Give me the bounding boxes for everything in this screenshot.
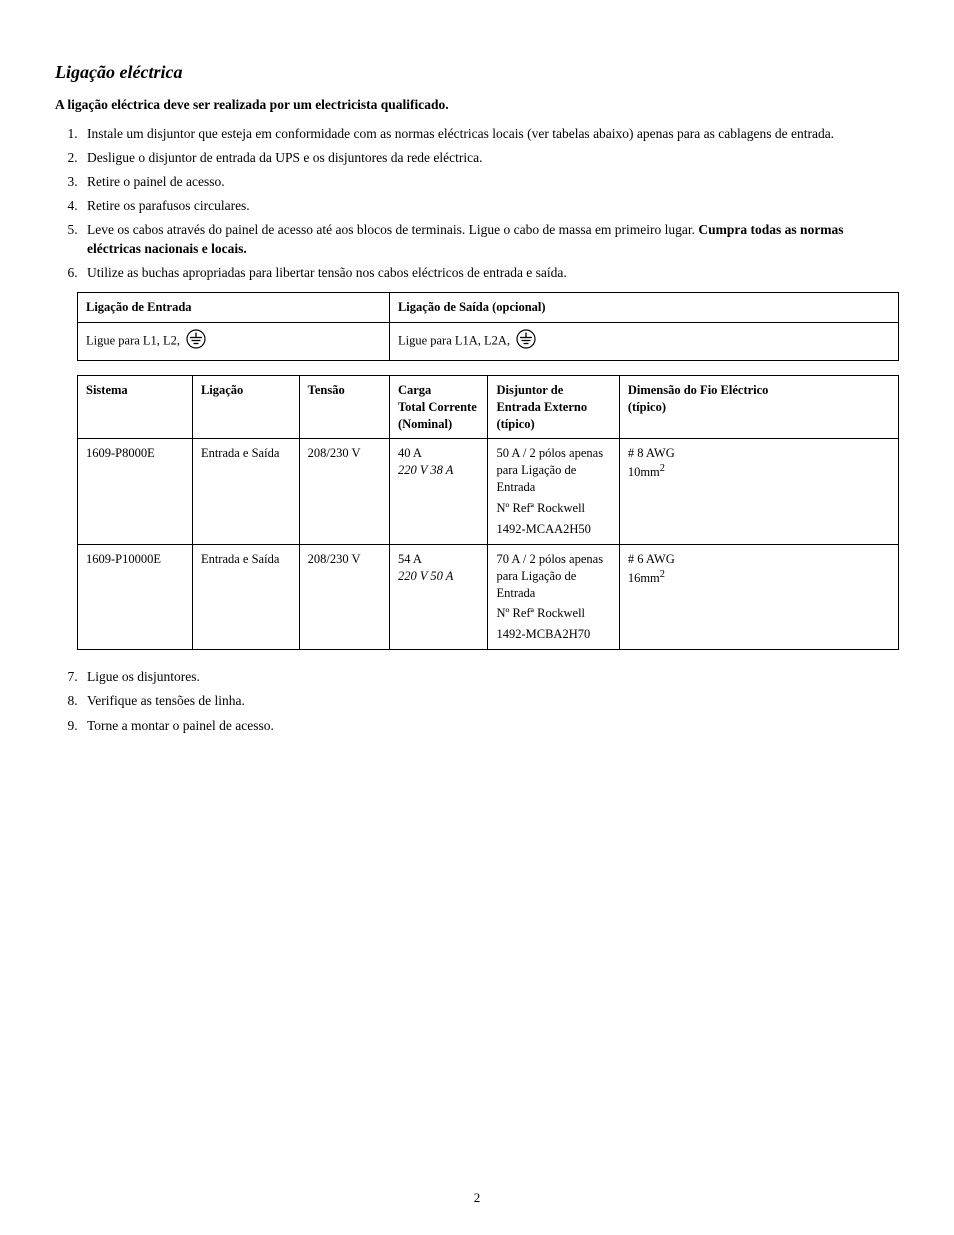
step-item: Torne a montar o painel de acesso. [81, 717, 899, 735]
table-row: 1609-P8000E Entrada e Saída 208/230 V 40… [78, 439, 899, 544]
conn-header-output: Ligação de Saída (opcional) [389, 293, 898, 323]
carga-l3: (Nominal) [398, 416, 480, 433]
cell-disj: 50 A / 2 pólos apenas para Ligação de En… [488, 439, 619, 544]
section-title: Ligação eléctrica [55, 60, 899, 84]
cell-fio: # 8 AWG 10mm2 [619, 439, 898, 544]
step-item: Utilize as buchas apropriadas para liber… [81, 264, 899, 282]
disj-b: Nº Refª Rockwell [496, 500, 610, 517]
connection-table: Ligação de Entrada Ligação de Saída (opc… [77, 292, 899, 361]
cell-carga: 54 A 220 V 50 A [389, 544, 488, 649]
disj-l1: Disjuntor de [496, 382, 610, 399]
step-item: Leve os cabos através do painel de acess… [81, 221, 899, 257]
disj-a: 70 A / 2 pólos apenas para Ligação de En… [496, 551, 610, 602]
spec-h-carga: Carga Total Corrente (Nominal) [389, 375, 488, 439]
fio-l2: (típico) [628, 399, 890, 416]
disj-b: Nº Refª Rockwell [496, 605, 610, 622]
step-item: Retire o painel de acesso. [81, 173, 899, 191]
step-item: Ligue os disjuntores. [81, 668, 899, 686]
fio-a: # 8 AWG [628, 445, 890, 462]
fio-sup: 2 [660, 463, 665, 474]
step-item: Instale um disjuntor que esteja em confo… [81, 125, 899, 143]
fio-sup: 2 [660, 569, 665, 580]
step-item: Verifique as tensões de linha. [81, 692, 899, 710]
cell-carga: 40 A 220 V 38 A [389, 439, 488, 544]
carga-l2: Total Corrente [398, 399, 480, 416]
cell-tensao: 208/230 V [299, 544, 389, 649]
spec-table: Sistema Ligação Tensão Carga Total Corre… [77, 375, 899, 650]
fio-b: 16mm [628, 571, 660, 585]
steps-list-top: Instale um disjuntor que esteja em confo… [55, 125, 899, 283]
page-number: 2 [0, 1189, 954, 1207]
spec-h-ligacao: Ligação [192, 375, 299, 439]
disj-l2: Entrada Externo [496, 399, 610, 416]
step-item: Retire os parafusos circulares. [81, 197, 899, 215]
ground-icon [185, 329, 207, 354]
cell-disj: 70 A / 2 pólos apenas para Ligação de En… [488, 544, 619, 649]
carga-b: 220 V 50 A [398, 568, 480, 585]
step-item: Desligue o disjuntor de entrada da UPS e… [81, 149, 899, 167]
conn-cell-input: Ligue para L1, L2, [78, 322, 390, 360]
spec-h-fio: Dimensão do Fio Eléctrico (típico) [619, 375, 898, 439]
disj-a: 50 A / 2 pólos apenas para Ligação de En… [496, 445, 610, 496]
carga-b: 220 V 38 A [398, 462, 480, 479]
disj-c: 1492-MCAA2H50 [496, 521, 610, 538]
table-row: 1609-P10000E Entrada e Saída 208/230 V 5… [78, 544, 899, 649]
carga-a: 54 A [398, 551, 480, 568]
spec-h-sistema: Sistema [78, 375, 193, 439]
cell-ligacao: Entrada e Saída [192, 544, 299, 649]
conn-output-text: Ligue para L1A, L2A, [398, 333, 513, 347]
disj-l3: (típico) [496, 416, 610, 433]
spec-h-tensao: Tensão [299, 375, 389, 439]
fio-b: 10mm [628, 465, 660, 479]
carga-a: 40 A [398, 445, 480, 462]
fio-b-wrap: 16mm2 [628, 568, 890, 587]
fio-b-wrap: 10mm2 [628, 462, 890, 481]
cell-ligacao: Entrada e Saída [192, 439, 299, 544]
steps-list-bottom: Ligue os disjuntores. Verifique as tensõ… [55, 668, 899, 735]
conn-input-text: Ligue para L1, L2, [86, 333, 183, 347]
disj-c: 1492-MCBA2H70 [496, 626, 610, 643]
carga-l1: Carga [398, 382, 480, 399]
cell-sistema: 1609-P10000E [78, 544, 193, 649]
conn-header-input: Ligação de Entrada [78, 293, 390, 323]
conn-cell-output: Ligue para L1A, L2A, [389, 322, 898, 360]
fio-a: # 6 AWG [628, 551, 890, 568]
cell-tensao: 208/230 V [299, 439, 389, 544]
step5-text-a: Leve os cabos através do painel de acess… [87, 222, 698, 237]
spec-h-disj: Disjuntor de Entrada Externo (típico) [488, 375, 619, 439]
ground-icon [515, 329, 537, 354]
lead-paragraph: A ligação eléctrica deve ser realizada p… [55, 96, 899, 114]
fio-l1: Dimensão do Fio Eléctrico [628, 382, 890, 399]
cell-fio: # 6 AWG 16mm2 [619, 544, 898, 649]
cell-sistema: 1609-P8000E [78, 439, 193, 544]
